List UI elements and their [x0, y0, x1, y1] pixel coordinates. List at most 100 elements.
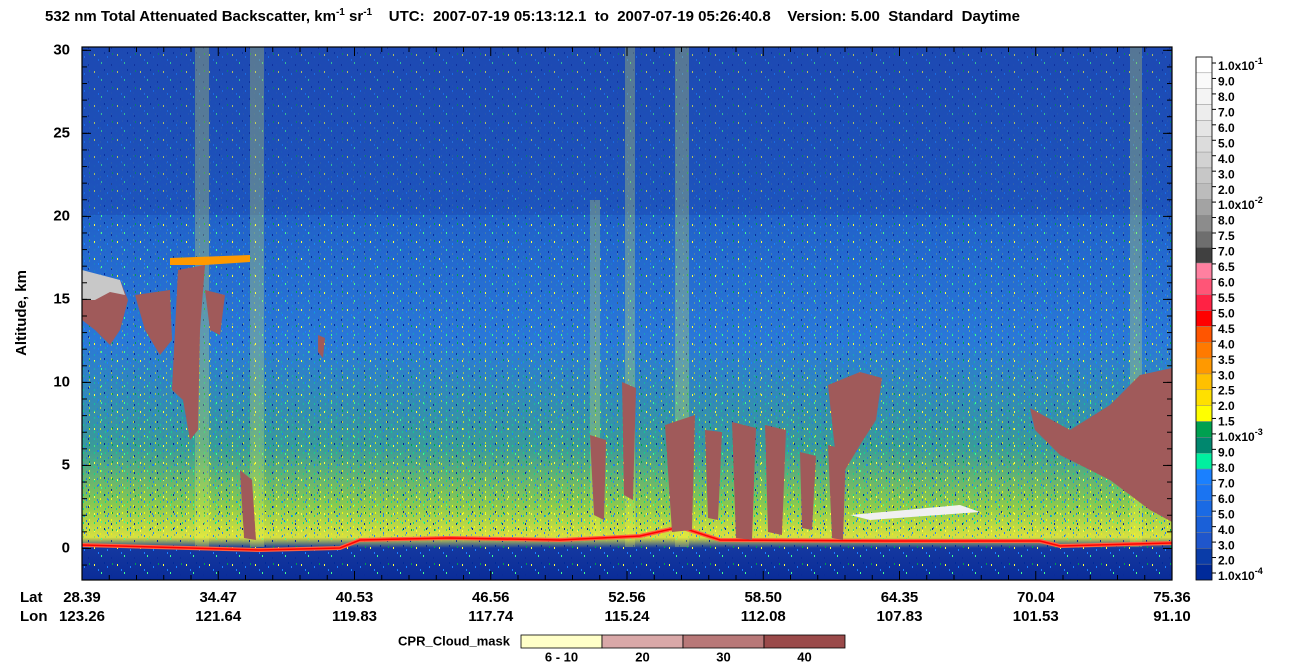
colorbar-swatch	[1195, 437, 1213, 454]
colorbar-label: 6.5	[1218, 260, 1235, 274]
cpr-swatch	[601, 634, 684, 649]
colorbar-label: 4.0	[1218, 523, 1235, 537]
colorbar-swatch	[1195, 183, 1213, 200]
colorbar-swatch	[1195, 484, 1213, 501]
colorbar-label: 1.0x10-2	[1218, 195, 1263, 212]
x-tick-label: 112.08	[741, 608, 786, 625]
x-tick-label: 28.39	[63, 589, 101, 606]
x-tick-label: 75.36	[1153, 589, 1191, 606]
colorbar-swatch	[1195, 421, 1213, 438]
colorbar-swatch	[1195, 453, 1213, 470]
colorbar-swatch	[1195, 72, 1213, 89]
y-tick-label: 20	[53, 207, 70, 224]
colorbar-label: 8.0	[1218, 90, 1235, 104]
colorbar-swatch	[1195, 405, 1213, 422]
colorbar-swatch	[1195, 294, 1213, 311]
colorbar-label: 2.0	[1218, 183, 1235, 197]
colorbar-swatch	[1195, 500, 1213, 517]
title-utc: UTC: 2007-07-19 05:13:12.1 to 2007-07-19…	[388, 8, 771, 25]
backscatter-image	[81, 47, 1173, 580]
colorbar-label: 1.0x10-3	[1218, 427, 1263, 444]
colorbar-label: 5.0	[1218, 306, 1235, 320]
colorbar-swatch	[1195, 199, 1213, 216]
colorbar-swatch	[1195, 516, 1213, 533]
colorbar-swatch	[1195, 310, 1213, 327]
colorbar-label-exp: -2	[1255, 195, 1263, 205]
y-tick-label: 25	[53, 124, 70, 141]
colorbar-swatch	[1195, 548, 1213, 565]
colorbar-label: 3.0	[1218, 167, 1235, 181]
cpr-legend: CPR_Cloud_mask 6 - 10 20 30 40	[398, 633, 846, 664]
cpr-swatch	[682, 634, 765, 649]
colorbar-label-exp: -1	[1255, 56, 1263, 66]
colorbar-label: 4.0	[1218, 152, 1235, 166]
colorbar-swatch	[1195, 532, 1213, 549]
colorbar-label: 7.5	[1218, 229, 1235, 243]
x-tick-label: 58.50	[744, 589, 782, 606]
colorbar-label-base: 1.0x10	[1218, 198, 1255, 212]
cpr-label: 20	[635, 649, 649, 664]
y-tick-label: 30	[53, 41, 70, 58]
colorbar-label: 4.5	[1218, 322, 1235, 336]
x-tick-label: 70.04	[1017, 589, 1055, 606]
colorbar-swatch	[1195, 151, 1213, 169]
cpr-swatch	[763, 634, 846, 649]
colorbar-label: 7.0	[1218, 106, 1235, 120]
colorbar-label: 6.0	[1218, 492, 1235, 506]
colorbar-label: 1.0x10-4	[1218, 566, 1263, 583]
colorbar-label: 3.5	[1218, 353, 1235, 367]
colorbar-label: 7.0	[1218, 245, 1235, 259]
x-tick-label: 64.35	[881, 589, 919, 606]
y-axis-label: Altitude, km	[13, 270, 30, 356]
colorbar-label-exp: -3	[1255, 427, 1263, 437]
title-mode: Standard	[888, 8, 954, 25]
title-sup: -1	[363, 7, 373, 18]
x-tick-label: 101.53	[1013, 608, 1059, 625]
x-tick-label: 119.83	[332, 608, 377, 625]
colorbar-label: 7.0	[1218, 476, 1235, 490]
title-daytime: Daytime	[961, 8, 1020, 25]
colorbar-frame	[1195, 56, 1213, 581]
y-tick-label: 5	[62, 456, 70, 473]
x-tick-label: 123.26	[59, 608, 105, 625]
colorbar-label: 6.0	[1218, 276, 1235, 290]
colorbar-swatch	[1195, 357, 1213, 375]
colorbar-swatch	[1195, 326, 1213, 343]
colorbar-swatch	[1195, 136, 1213, 153]
colorbar-label: 1.5	[1218, 415, 1235, 429]
colorbar-swatch	[1195, 278, 1213, 295]
colorbar-label: 8.0	[1218, 461, 1235, 475]
colorbar-swatch	[1195, 104, 1213, 121]
y-tick-label: 15	[53, 290, 70, 307]
colorbar-label: 2.0	[1218, 554, 1235, 568]
chart-title: 532 nm Total Attenuated Backscatter, km-…	[45, 7, 1020, 26]
x-tick-label: 52.56	[608, 589, 646, 606]
y-tick-label: 0	[62, 539, 70, 556]
cpr-swatch	[520, 634, 603, 649]
x-tick-label: 121.64	[195, 608, 242, 625]
colorbar-label-base: 1.0x10	[1218, 569, 1255, 583]
colorbar-label: 9.0	[1218, 446, 1235, 460]
colorbar-swatch	[1195, 231, 1213, 248]
colorbar-label: 5.0	[1218, 136, 1235, 150]
colorbar: 1.0x10-19.08.07.06.05.04.03.02.01.0x10-2…	[1195, 56, 1263, 583]
cpr-label: 6 - 10	[545, 649, 578, 664]
colorbar-label: 1.0x10-1	[1218, 56, 1263, 73]
colorbar-swatch	[1195, 342, 1213, 359]
x-tick-label: 46.56	[472, 589, 510, 606]
colorbar-label: 3.0	[1218, 368, 1235, 382]
x-row-label: Lat	[20, 589, 43, 606]
colorbar-swatch	[1195, 246, 1213, 264]
title-sup: -1	[335, 7, 345, 18]
colorbar-swatch	[1195, 373, 1213, 391]
x-tick-label: 117.74	[468, 608, 514, 625]
x-tick-label: 34.47	[199, 589, 237, 606]
colorbar-label-base: 1.0x10	[1218, 59, 1255, 73]
colorbar-label: 3.0	[1218, 538, 1235, 552]
colorbar-label-base: 1.0x10	[1218, 430, 1255, 444]
title-version: Version: 5.00	[787, 8, 880, 25]
colorbar-swatch	[1195, 88, 1213, 105]
colorbar-label: 2.5	[1218, 384, 1235, 398]
